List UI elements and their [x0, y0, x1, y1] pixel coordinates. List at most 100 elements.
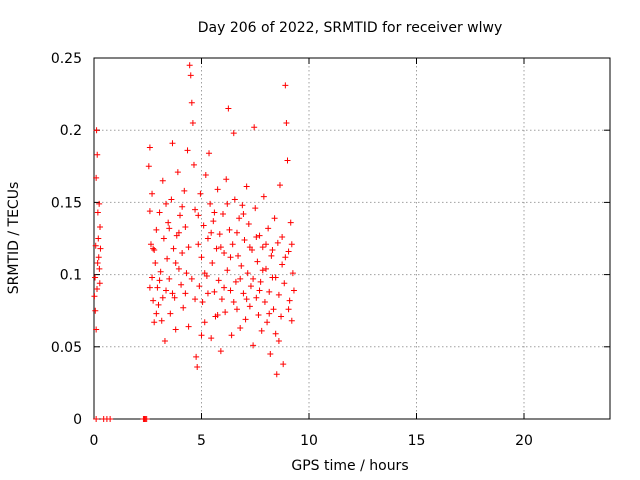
data-point: [281, 280, 288, 287]
data-point: [250, 275, 257, 282]
data-point: [284, 157, 291, 164]
data-point: [246, 244, 253, 251]
data-point: [261, 299, 268, 306]
data-point: [237, 325, 244, 332]
data-point: [185, 244, 192, 251]
data-point: [163, 200, 170, 207]
data-point: [147, 241, 154, 248]
data-point: [224, 200, 231, 207]
data-point: [257, 278, 264, 285]
data-point: [280, 361, 287, 368]
data-point: [202, 171, 209, 178]
data-point: [265, 225, 272, 232]
data-point: [94, 260, 101, 267]
data-point: [153, 226, 160, 233]
data-point: [192, 206, 199, 213]
data-point: [246, 303, 253, 310]
data-point: [288, 241, 295, 248]
data-point: [146, 284, 153, 291]
data-point: [240, 210, 247, 217]
data-point: [107, 416, 114, 422]
data-point: [171, 294, 178, 301]
y-tick-label: 0.05: [51, 340, 82, 356]
data-point: [239, 202, 246, 209]
data-point: [215, 277, 222, 284]
data-point: [149, 190, 156, 197]
data-point: [188, 99, 195, 106]
axis-ticks: 0 5 10 15 20 0 0.05 0.1 0.15 0.2 0.25: [51, 51, 610, 449]
data-point: [165, 219, 172, 226]
data-point: [190, 161, 197, 168]
data-point: [275, 291, 282, 298]
data-point: [237, 275, 244, 282]
data-point: [96, 200, 103, 207]
data-point: [178, 281, 185, 288]
y-tick-label: 0: [73, 412, 82, 428]
data-point: [263, 241, 269, 248]
data-point: [179, 203, 186, 210]
data-point: [229, 241, 236, 248]
data-point: [91, 293, 98, 300]
data-point: [146, 144, 153, 151]
data-point: [157, 268, 164, 275]
data-point: [250, 342, 257, 349]
data-point: [273, 371, 280, 378]
data-point: [255, 312, 262, 319]
data-point: [253, 234, 260, 241]
data-point: [225, 105, 232, 112]
x-tick-label: 0: [90, 433, 99, 449]
data-point: [192, 296, 199, 303]
data-point: [233, 306, 240, 313]
data-point: [290, 287, 297, 294]
data-point: [151, 319, 158, 326]
data-point: [199, 299, 206, 306]
scatter-points: [91, 62, 297, 422]
data-point: [288, 317, 295, 324]
data-point: [93, 416, 100, 422]
data-point: [275, 338, 282, 345]
data-point: [184, 147, 191, 154]
data-point: [272, 274, 279, 281]
y-axis-label: SRMTID / TECUs: [6, 182, 22, 295]
data-point: [232, 278, 239, 285]
data-point: [180, 304, 187, 311]
data-point: [160, 235, 167, 242]
data-point: [210, 218, 217, 225]
data-point: [169, 140, 176, 147]
data-point: [97, 245, 104, 252]
data-point: [269, 247, 276, 254]
x-tick-label: 10: [300, 433, 318, 449]
data-point: [285, 306, 292, 313]
data-point: [279, 261, 286, 268]
data-point: [96, 280, 103, 287]
data-point: [259, 267, 266, 274]
data-point: [221, 249, 228, 256]
data-point: [221, 284, 228, 291]
data-point: [93, 326, 100, 333]
data-point: [167, 310, 174, 317]
data-point: [282, 82, 289, 89]
x-tick-label: 20: [515, 433, 533, 449]
data-point: [182, 223, 189, 230]
data-point: [276, 182, 283, 189]
data-point: [143, 416, 150, 422]
x-tick-label: 5: [197, 433, 206, 449]
data-point: [283, 119, 290, 126]
data-point: [196, 283, 203, 290]
data-point: [179, 249, 186, 256]
data-point: [194, 364, 201, 371]
data-point: [214, 312, 221, 319]
data-point: [259, 244, 266, 251]
data-point: [168, 196, 175, 203]
data-point: [228, 332, 235, 339]
x-axis-label: GPS time / hours: [291, 458, 408, 474]
data-point: [204, 235, 211, 242]
data-point: [153, 310, 160, 317]
data-point: [209, 260, 216, 267]
data-point: [244, 270, 251, 277]
data-point: [266, 310, 273, 317]
data-point: [222, 309, 229, 316]
x-tick-label: 15: [408, 433, 426, 449]
data-point: [208, 335, 215, 342]
